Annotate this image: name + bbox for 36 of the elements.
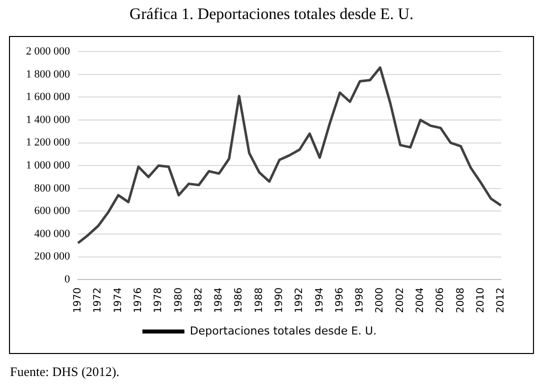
- x-tick-label: 2006: [435, 288, 446, 314]
- y-tick-label: 400 000: [34, 228, 70, 240]
- x-tick-label: 1988: [254, 288, 265, 314]
- x-tick-label: 1972: [92, 288, 104, 314]
- x-tick-label: 2002: [394, 288, 406, 314]
- y-tick-label: 2 000 000: [26, 45, 70, 58]
- x-tick-label: 1978: [153, 288, 164, 314]
- x-tick-label: 1980: [173, 288, 184, 314]
- x-tick-label: 1976: [133, 288, 144, 314]
- x-tick-label: 1996: [334, 288, 346, 314]
- x-tick-label: 2012: [496, 288, 507, 314]
- text: Deportaciones totales desde E. U.: [190, 324, 377, 338]
- y-tick-label: 800 000: [34, 182, 70, 194]
- y-tick-label: 600 000: [34, 205, 70, 218]
- chart-title: Gráfica 1. Deportaciones totales desde E. U.: [128, 6, 414, 24]
- x-tick-label: 1986: [234, 288, 245, 314]
- x-tick-label: 2000: [374, 288, 386, 314]
- x-tick-label: 2008: [455, 288, 466, 314]
- x-tick-label: 2004: [415, 288, 426, 314]
- x-tick-label: 1998: [354, 288, 366, 314]
- y-tick-label: 1 400 000: [26, 114, 70, 126]
- x-tick-label: 1970: [72, 288, 84, 314]
- x-tick-label: 1984: [214, 288, 225, 314]
- y-tick-label: 1 200 000: [26, 136, 70, 149]
- x-tick-label: 1992: [294, 288, 306, 314]
- y-tick-label: 200 000: [34, 250, 70, 263]
- x-tick-label: 1994: [314, 288, 326, 314]
- y-tick-label: 1 600 000: [26, 91, 70, 104]
- y-tick-label: 1 800 000: [26, 68, 70, 80]
- x-tick-label: 1982: [193, 288, 204, 314]
- x-tick-label: 1990: [274, 288, 286, 314]
- y-tick-label: 1 000 000: [26, 159, 70, 172]
- x-tick-label: 1974: [112, 288, 124, 314]
- y-tick-label: 0: [64, 273, 70, 286]
- x-tick-label: 2010: [475, 288, 486, 314]
- source-note: Fuente: DHS (2012).: [10, 364, 120, 380]
